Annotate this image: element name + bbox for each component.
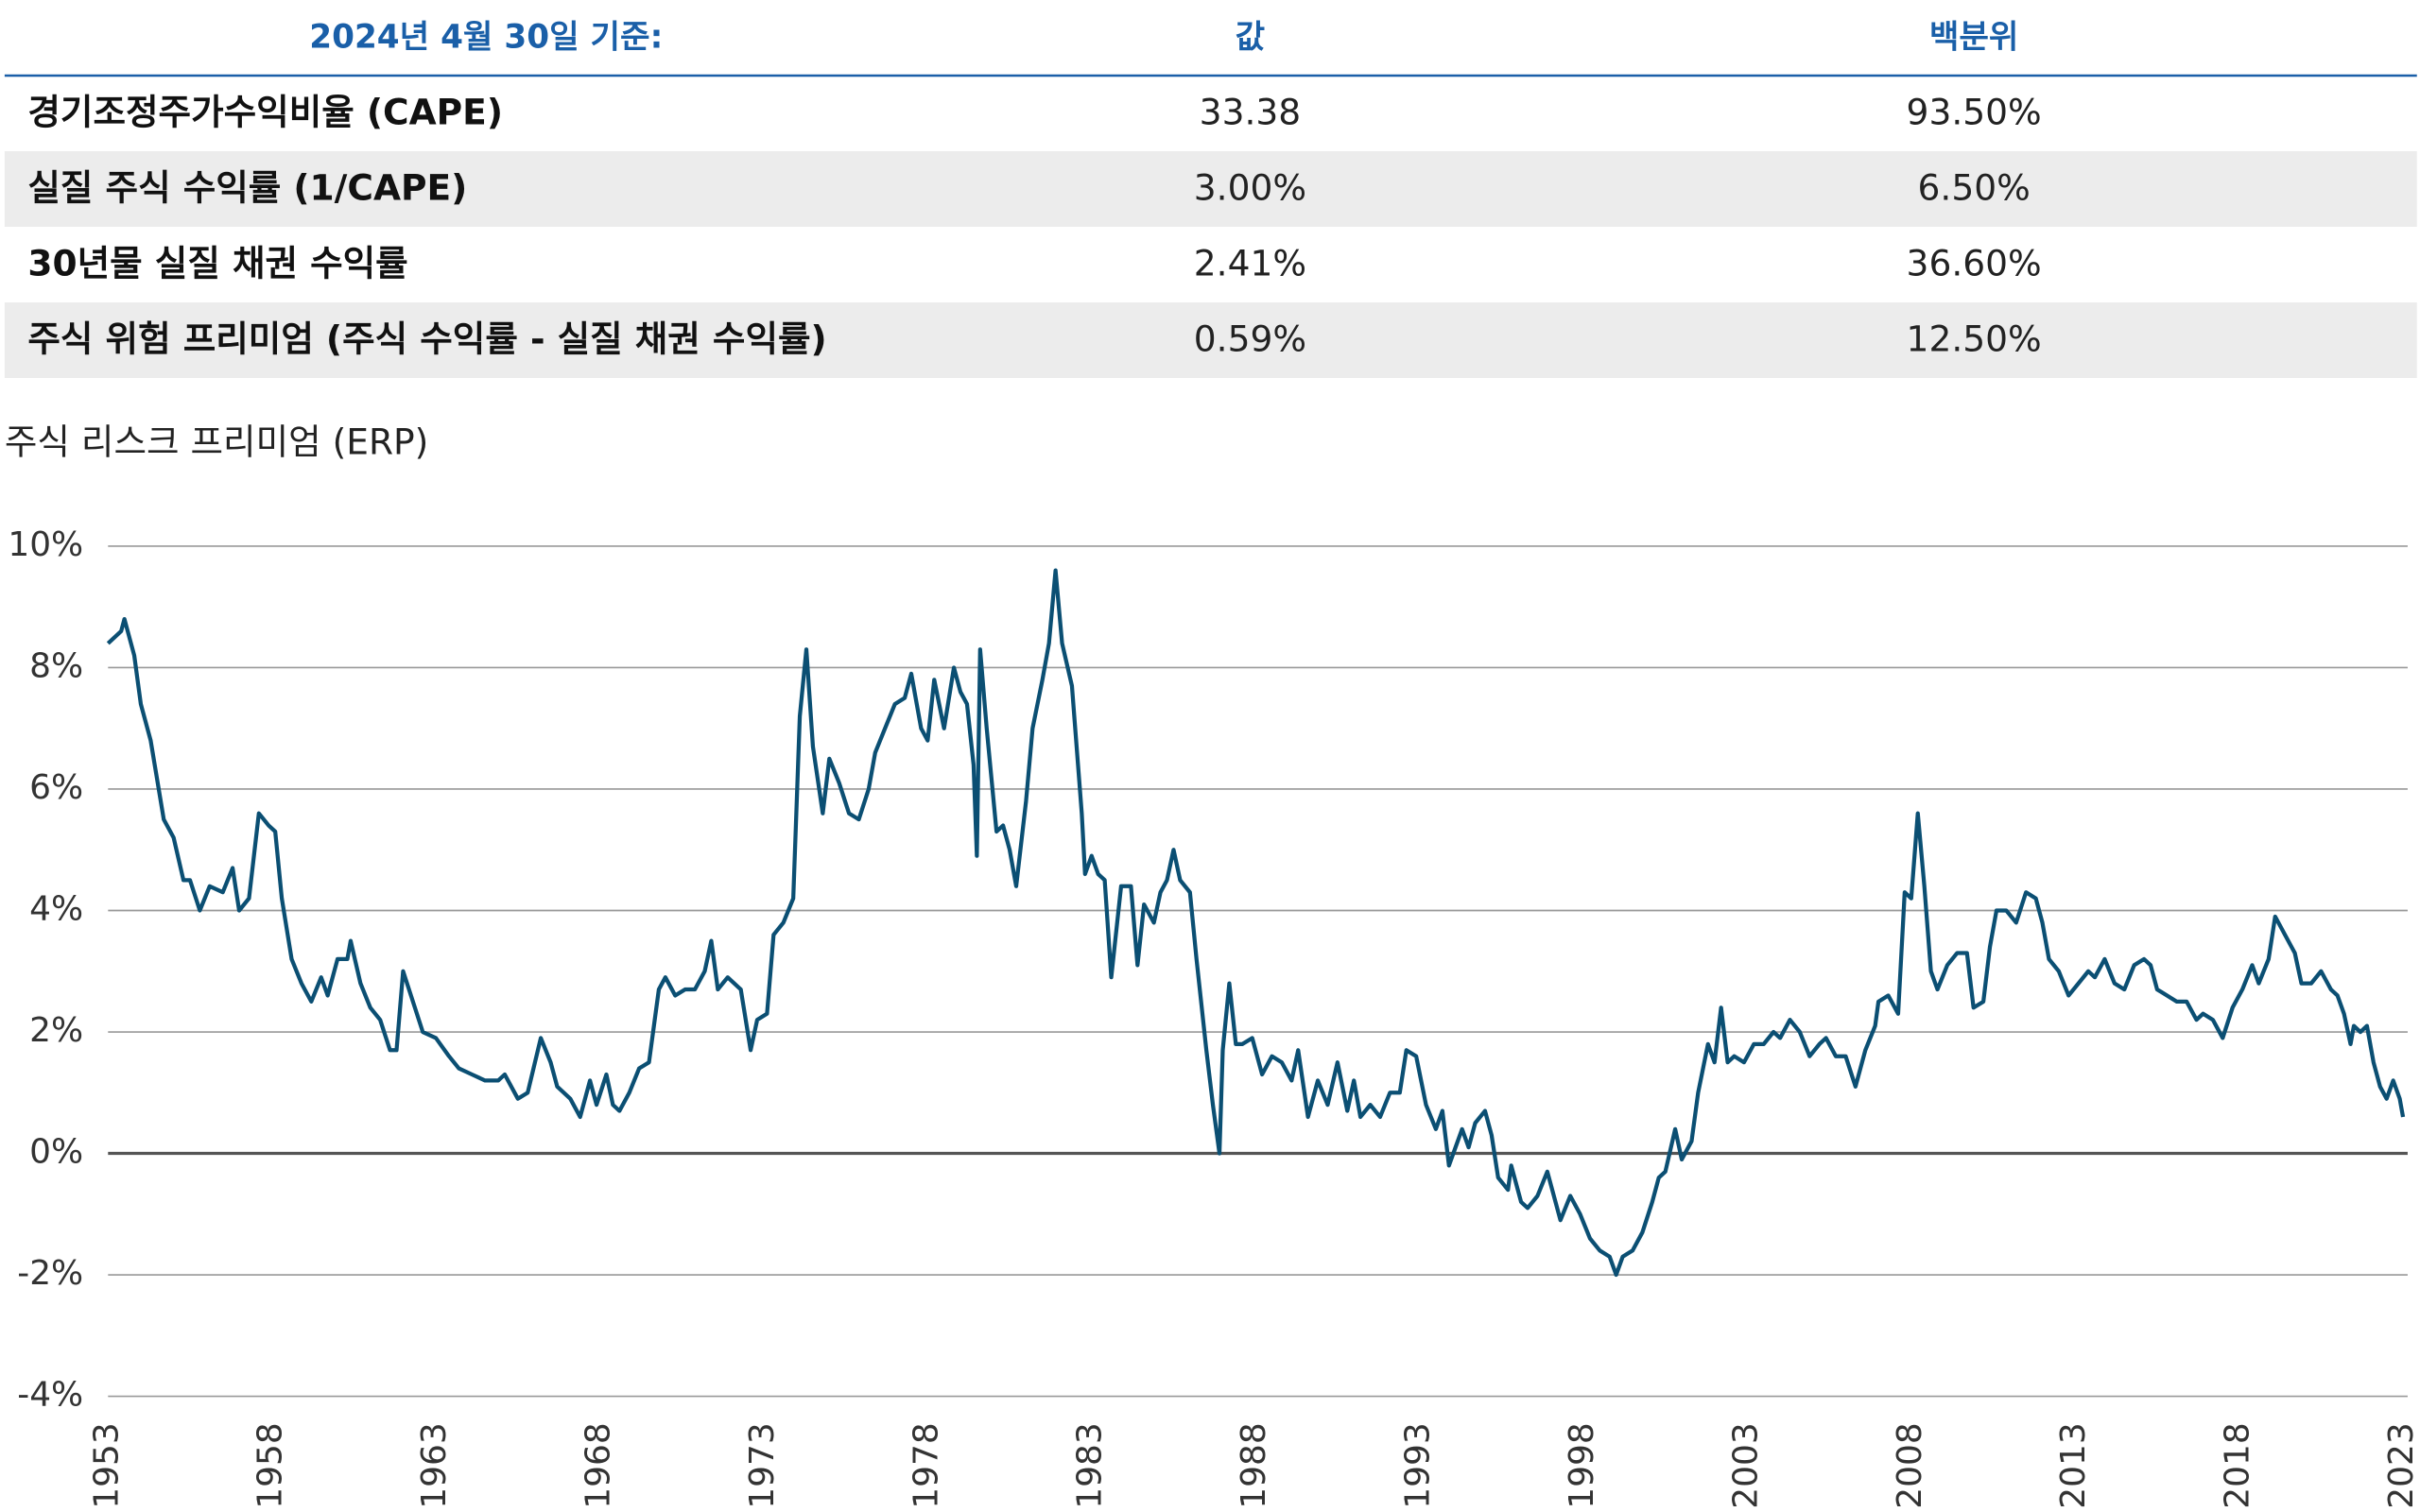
row-label: 주식 위험 프리미엄 (주식 수익률 - 실질 채권 수익률) xyxy=(27,318,826,359)
header-cell: 값 xyxy=(1236,18,1266,56)
x-tick-label: 2023 xyxy=(2382,1422,2420,1508)
row-percentile: 36.60% xyxy=(1907,242,2042,284)
x-tick-label: 1988 xyxy=(1235,1422,1273,1508)
row-bg xyxy=(4,151,2417,227)
y-tick-label: 10% xyxy=(8,525,83,564)
y-tick-label: 0% xyxy=(29,1133,83,1172)
x-tick-label: 1978 xyxy=(907,1422,945,1508)
y-tick-label: 2% xyxy=(29,1011,83,1050)
x-tick-label: 1983 xyxy=(1071,1422,1110,1508)
x-tick-label: 2013 xyxy=(2054,1422,2093,1508)
y-tick-label: 8% xyxy=(29,646,83,685)
chart-title: 주식 리스크 프리미엄 (ERP) xyxy=(5,421,428,463)
x-tick-label: 1963 xyxy=(415,1422,454,1508)
chart: -4% -2% 0% 2% 4% 6% 8% 10% 1953 1958 1963 1968 1973 1… xyxy=(8,525,2420,1509)
row-value: 3.00% xyxy=(1194,166,1306,208)
erp-line xyxy=(106,568,2406,1278)
y-tick-label: 4% xyxy=(29,889,83,928)
row-value: 0.59% xyxy=(1194,318,1306,359)
header-cell: 2024년 4월 30일 기준: xyxy=(309,18,663,56)
x-tick-label: 1953 xyxy=(87,1422,126,1508)
row-value: 2.41% xyxy=(1194,242,1306,284)
header-cell: 백분위 xyxy=(1929,18,2019,56)
x-tick-label: 2018 xyxy=(2219,1422,2257,1508)
row-percentile: 12.50% xyxy=(1907,318,2042,359)
x-tick-label: 2003 xyxy=(1726,1422,1765,1508)
x-tick-label: 1973 xyxy=(743,1422,782,1508)
y-tick-label: -2% xyxy=(17,1254,83,1293)
row-percentile: 6.50% xyxy=(1918,166,2031,208)
row-label: 실질 주식 수익률 (1/CAPE) xyxy=(27,166,467,208)
row-bg xyxy=(4,302,2417,378)
x-tick-label: 2008 xyxy=(1891,1422,1929,1508)
row-label: 30년물 실질 채권 수익률 xyxy=(27,242,407,284)
x-tick-label: 1993 xyxy=(1399,1422,1438,1508)
row-label: 경기조정주가수익비율 (CAPE) xyxy=(27,91,503,132)
y-tick-label: 6% xyxy=(29,768,83,807)
x-tick-label: 1998 xyxy=(1563,1422,1601,1508)
table-body: 경기조정주가수익비율 (CAPE) 33.38 93.50% 실질 주식 수익률 (1… xyxy=(27,91,2041,359)
row-percentile: 93.50% xyxy=(1907,91,2042,132)
x-tick-label: 1968 xyxy=(579,1422,618,1508)
x-tick-label: 1958 xyxy=(251,1422,290,1508)
y-tick-label: -4% xyxy=(17,1376,83,1415)
row-value: 33.38 xyxy=(1200,91,1302,132)
